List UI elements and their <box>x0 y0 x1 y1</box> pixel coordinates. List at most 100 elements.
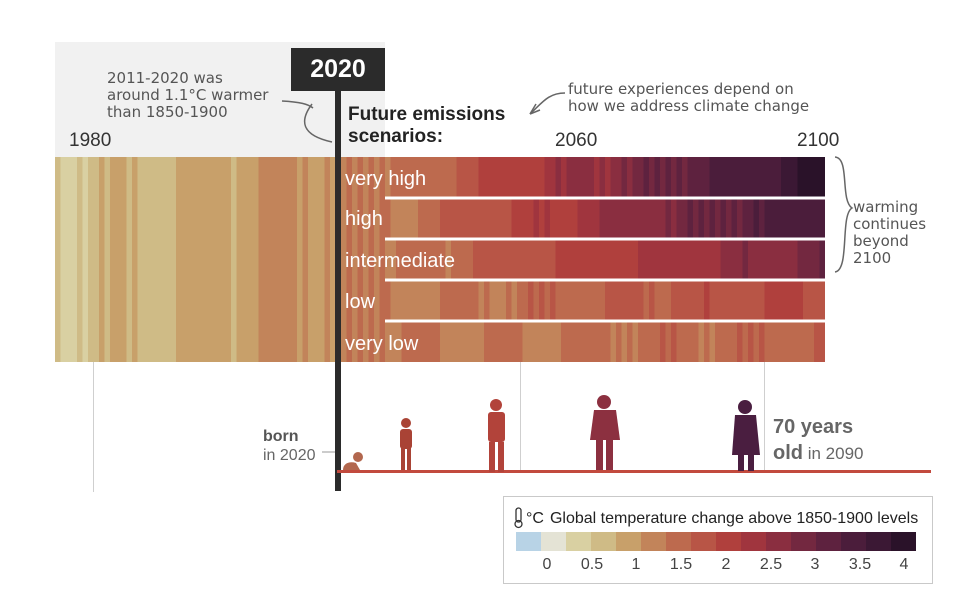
scenario-stripe <box>726 280 733 321</box>
scenario-stripe <box>693 198 700 239</box>
scenario-stripe <box>764 198 771 239</box>
scenario-stripe <box>539 321 546 362</box>
legend-swatch <box>891 532 916 551</box>
scenario-stripe <box>440 157 447 198</box>
scenario-stripe <box>759 280 766 321</box>
scenario-stripe <box>412 280 419 321</box>
scenario-stripe <box>605 280 612 321</box>
scenario-stripe <box>748 280 755 321</box>
scenario-stripe <box>627 157 634 198</box>
scenario-stripe <box>704 198 711 239</box>
scenario-stripe <box>781 239 788 280</box>
scenario-stripe <box>770 239 777 280</box>
arrowhead <box>529 103 541 115</box>
scenario-stripe <box>533 280 540 321</box>
historical-stripe <box>148 157 155 362</box>
scenario-stripe <box>396 280 403 321</box>
historical-stripe <box>374 157 381 362</box>
scenario-stripe <box>561 321 568 362</box>
historical-stripe <box>192 157 199 362</box>
scenario-stripe <box>561 198 568 239</box>
scenario-stripe <box>698 280 705 321</box>
scenario-stripe <box>764 157 771 198</box>
scenario-stripe <box>434 157 441 198</box>
historical-stripe <box>247 157 254 362</box>
scenario-stripe <box>539 280 546 321</box>
scenario-stripe <box>682 321 689 362</box>
scenario-stripe <box>797 239 804 280</box>
scenario-stripe <box>456 280 463 321</box>
scenario-stripe <box>808 239 815 280</box>
historical-stripe <box>253 157 260 362</box>
scenario-stripe <box>726 239 733 280</box>
scenario-stripe <box>654 321 661 362</box>
historical-stripe <box>66 157 73 362</box>
legend-swatch <box>691 532 717 551</box>
scenario-stripe <box>770 321 777 362</box>
current-year-line <box>335 91 341 491</box>
scenario-stripe <box>632 198 639 239</box>
historical-stripe <box>346 157 353 362</box>
scenario-stripe <box>506 280 513 321</box>
scenario-stripe <box>550 321 557 362</box>
scenario-stripe <box>797 157 804 198</box>
scenario-stripe <box>451 157 458 198</box>
scenario-stripe <box>506 157 513 198</box>
scenario-stripe <box>709 280 716 321</box>
beyond-note-line: warming <box>853 198 919 216</box>
historical-stripe <box>269 157 276 362</box>
scenario-stripe <box>748 198 755 239</box>
scenario-stripe <box>676 239 683 280</box>
scenario-stripe <box>473 280 480 321</box>
historical-stripe <box>330 157 337 362</box>
historical-stripe <box>115 157 122 362</box>
scenario-stripe <box>489 239 496 280</box>
scenario-stripe <box>720 157 727 198</box>
scenario-stripe <box>709 157 716 198</box>
scenario-stripe <box>687 157 694 198</box>
scenario-stripe <box>467 198 474 239</box>
scenario-stripe <box>495 198 502 239</box>
scenario-stripe <box>621 198 628 239</box>
scenario-stripe <box>803 157 810 198</box>
historical-stripe <box>198 157 205 362</box>
scenario-stripe <box>544 198 551 239</box>
scenario-stripe <box>434 280 441 321</box>
past-note-line: 2011-2020 was <box>107 69 223 87</box>
scenario-stripe <box>401 280 408 321</box>
scenario-stripe <box>445 280 452 321</box>
scenario-stripe <box>484 198 491 239</box>
historical-stripe <box>82 157 89 362</box>
scenario-stripe <box>660 321 667 362</box>
scenario-stripe <box>517 280 524 321</box>
historical-stripe <box>324 157 331 362</box>
scenario-stripe <box>517 239 524 280</box>
scenario-stripe <box>687 239 694 280</box>
scenario-stripe <box>610 321 617 362</box>
scenario-stripe <box>781 321 788 362</box>
scenario-stripe <box>803 321 810 362</box>
scenario-stripe <box>462 198 469 239</box>
scenario-stripe <box>588 157 595 198</box>
scenario-stripe <box>484 321 491 362</box>
scenario-stripe <box>792 321 799 362</box>
scenario-stripe <box>814 321 821 362</box>
scenario-stripe <box>616 280 623 321</box>
historical-stripe <box>363 157 370 362</box>
scenario-stripe <box>660 239 667 280</box>
scenario-stripe <box>665 157 672 198</box>
scenario-stripe <box>412 198 419 239</box>
historical-stripe <box>104 157 111 362</box>
scenario-stripe <box>583 198 590 239</box>
scenario-stripe <box>418 321 425 362</box>
scenario-stripe <box>473 198 480 239</box>
scenario-stripe <box>423 157 430 198</box>
scenario-stripe <box>495 157 502 198</box>
scenario-stripe <box>786 321 793 362</box>
legend-swatch <box>641 532 667 551</box>
scenario-stripe <box>407 198 414 239</box>
scenario-stripe <box>814 198 821 239</box>
scenario-stripe <box>539 198 546 239</box>
age-bold-1: 70 years <box>773 416 854 438</box>
future-experience-note: future experiences depend on how we addr… <box>568 81 809 115</box>
